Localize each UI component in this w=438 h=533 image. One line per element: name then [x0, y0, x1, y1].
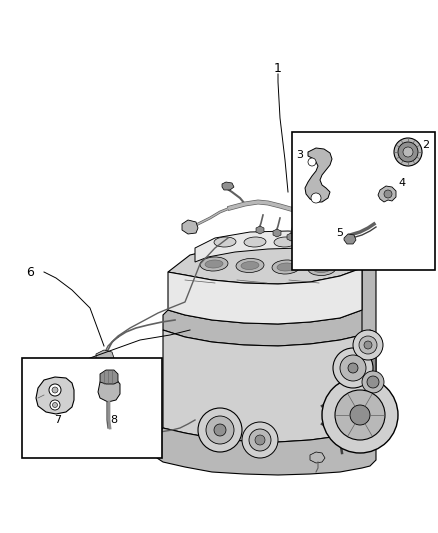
- Polygon shape: [256, 226, 264, 234]
- Polygon shape: [136, 433, 154, 445]
- Ellipse shape: [205, 260, 223, 268]
- Circle shape: [206, 416, 234, 444]
- Polygon shape: [287, 233, 295, 241]
- Circle shape: [348, 363, 358, 373]
- Bar: [292, 132, 435, 270]
- Text: 2: 2: [422, 140, 430, 150]
- Circle shape: [394, 138, 422, 166]
- Circle shape: [50, 400, 60, 410]
- Polygon shape: [344, 234, 356, 244]
- Text: 8: 8: [110, 415, 117, 425]
- Circle shape: [335, 390, 385, 440]
- Ellipse shape: [272, 260, 300, 274]
- Circle shape: [53, 402, 57, 408]
- Polygon shape: [168, 268, 362, 324]
- Text: 6: 6: [26, 265, 34, 279]
- Text: 1: 1: [274, 61, 282, 75]
- Circle shape: [340, 355, 366, 381]
- Polygon shape: [222, 182, 234, 190]
- Ellipse shape: [313, 264, 331, 272]
- Circle shape: [255, 435, 265, 445]
- Polygon shape: [168, 245, 362, 284]
- Ellipse shape: [304, 237, 326, 247]
- Polygon shape: [305, 148, 332, 202]
- Polygon shape: [96, 362, 113, 374]
- Text: 4: 4: [399, 178, 406, 188]
- Circle shape: [214, 424, 226, 436]
- Bar: [22, 358, 162, 458]
- Ellipse shape: [236, 259, 264, 272]
- Circle shape: [49, 384, 61, 396]
- Polygon shape: [310, 452, 325, 463]
- Polygon shape: [96, 350, 114, 364]
- Polygon shape: [36, 377, 74, 414]
- Polygon shape: [100, 370, 118, 384]
- Circle shape: [198, 408, 242, 452]
- Circle shape: [384, 190, 392, 198]
- Circle shape: [398, 142, 418, 162]
- Circle shape: [367, 376, 379, 388]
- Polygon shape: [182, 220, 198, 234]
- Polygon shape: [195, 231, 358, 262]
- Circle shape: [322, 377, 398, 453]
- Circle shape: [52, 387, 58, 393]
- Circle shape: [353, 330, 383, 360]
- Ellipse shape: [200, 257, 228, 271]
- Text: 7: 7: [54, 415, 62, 425]
- Circle shape: [333, 348, 373, 388]
- Polygon shape: [378, 186, 396, 202]
- Ellipse shape: [244, 237, 266, 247]
- Circle shape: [362, 371, 384, 393]
- Circle shape: [249, 429, 271, 451]
- Polygon shape: [98, 378, 120, 402]
- Circle shape: [350, 405, 370, 425]
- Ellipse shape: [214, 237, 236, 247]
- Polygon shape: [362, 330, 376, 445]
- Polygon shape: [163, 310, 370, 346]
- Text: 5: 5: [336, 228, 343, 238]
- Text: 3: 3: [297, 150, 304, 160]
- Polygon shape: [163, 330, 362, 442]
- Ellipse shape: [277, 263, 295, 271]
- Ellipse shape: [241, 262, 259, 270]
- Polygon shape: [157, 428, 376, 475]
- Circle shape: [308, 158, 316, 166]
- Ellipse shape: [274, 237, 296, 247]
- Circle shape: [311, 193, 321, 203]
- Circle shape: [359, 336, 377, 354]
- Circle shape: [403, 147, 413, 157]
- Polygon shape: [273, 229, 281, 237]
- Polygon shape: [362, 262, 376, 445]
- Circle shape: [364, 341, 372, 349]
- Circle shape: [242, 422, 278, 458]
- Ellipse shape: [308, 262, 336, 276]
